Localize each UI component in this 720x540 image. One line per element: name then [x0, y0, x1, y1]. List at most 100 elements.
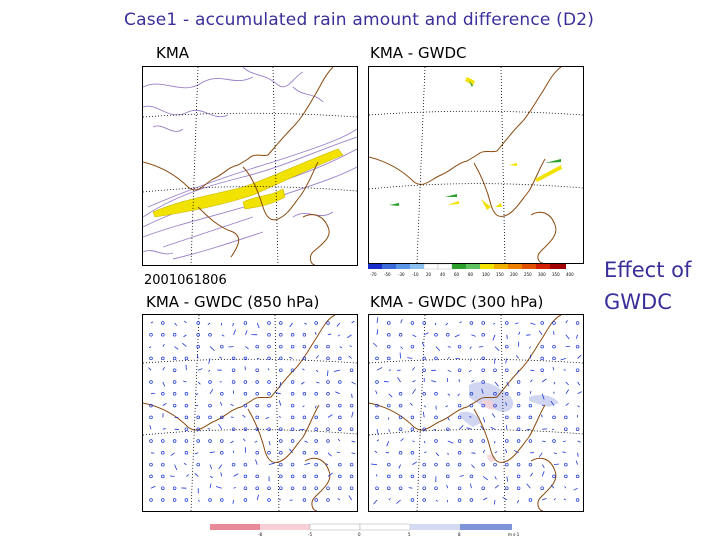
wind-calm-mark	[314, 462, 318, 467]
wind-vector	[255, 459, 258, 465]
wind-vector	[209, 388, 214, 395]
wind-calm-mark	[338, 403, 342, 408]
wind-calm-mark	[528, 439, 533, 443]
wind-calm-mark	[220, 344, 224, 349]
wind-vector	[207, 322, 211, 325]
wind-calm-mark	[540, 486, 544, 490]
wind-calm-mark	[493, 392, 497, 396]
wind-vector	[422, 411, 425, 418]
wind-calm-mark	[528, 498, 533, 502]
wind-calm-mark	[375, 356, 379, 361]
map-kma-gwdc-diff	[368, 66, 584, 264]
wind-vector	[182, 342, 187, 347]
colorbar-tick-label: -50	[384, 272, 391, 277]
colorbar-tick-label: 400	[566, 272, 574, 277]
wind-calm-mark	[161, 474, 165, 479]
wind-calm-mark	[196, 321, 200, 325]
wind-calm-mark	[231, 368, 236, 372]
wind-vector	[150, 321, 154, 324]
wind-calm-mark	[172, 498, 177, 502]
wind-calm-mark	[255, 486, 259, 490]
wind-calm-mark	[575, 498, 580, 502]
wind-calm-mark	[255, 380, 259, 384]
wind-vector	[482, 417, 486, 423]
wind-calm-mark	[469, 403, 474, 408]
wind-vector	[254, 440, 258, 443]
wind-vector	[170, 452, 175, 456]
wind-vectors-850	[148, 320, 356, 504]
wind-calm-mark	[149, 439, 153, 443]
wind-vector	[268, 462, 275, 465]
wind-vector	[506, 476, 509, 482]
wind-vector	[553, 498, 556, 501]
wind-vector	[516, 370, 519, 374]
wind-calm-mark	[184, 427, 189, 431]
wind-calm-mark	[290, 415, 295, 420]
panel-label-850hpa: KMA - GWDC (850 hPa)	[146, 293, 320, 311]
wind-vector	[207, 428, 211, 430]
datestamp: 2001061806	[144, 273, 227, 288]
wind-calm-mark	[279, 356, 283, 361]
wind-calm-mark	[398, 451, 403, 455]
wind-vector	[278, 400, 282, 406]
wind-vector	[374, 450, 378, 454]
wind-vector	[482, 476, 488, 481]
wind-vector	[483, 497, 488, 501]
colorbar-tick-label: -5	[308, 532, 312, 537]
wind-calm-mark	[481, 403, 485, 408]
wind-calm-mark	[422, 427, 426, 431]
wind-vector	[245, 330, 248, 335]
wind-calm-mark	[375, 380, 379, 384]
wind-calm-mark	[255, 451, 259, 455]
wind-vector	[542, 497, 547, 501]
wind-calm-mark	[516, 392, 521, 396]
wind-calm-mark	[552, 321, 556, 325]
wind-vector	[327, 370, 329, 377]
wind-calm-mark	[505, 368, 509, 372]
colorbar-tick-label: 8	[458, 532, 461, 537]
wind-calm-mark	[469, 474, 474, 479]
wind-vector	[209, 464, 213, 470]
wind-calm-mark	[161, 498, 165, 502]
wind-vector	[530, 322, 536, 326]
wind-calm-mark	[267, 451, 271, 455]
wind-vector	[233, 487, 236, 489]
wind-calm-mark	[196, 427, 200, 431]
colorbar-tick-label: 5	[408, 532, 411, 537]
wind-calm-mark	[279, 451, 283, 455]
wind-calm-mark	[267, 427, 271, 431]
wind-vector	[573, 487, 578, 491]
wind-calm-mark	[552, 415, 556, 420]
wind-vector	[233, 473, 239, 477]
wind-vector	[454, 334, 460, 338]
wind-calm-mark	[184, 415, 189, 420]
wind-vector	[505, 358, 508, 364]
wind-vector	[552, 366, 555, 371]
wind-calm-mark	[302, 486, 307, 490]
wind-vector	[565, 320, 568, 324]
wind-calm-mark	[505, 415, 509, 420]
wind-calm-mark	[243, 486, 248, 490]
wind-calm-mark	[290, 344, 295, 349]
wind-vector	[230, 440, 234, 444]
wind-vector	[447, 417, 450, 421]
wind-vector	[471, 334, 476, 337]
wind-calm-mark	[410, 321, 415, 325]
wind-calm-mark	[302, 415, 307, 420]
wind-calm-mark	[149, 380, 153, 384]
wind-vector	[400, 346, 403, 350]
wind-calm-mark	[446, 333, 450, 337]
wind-vector	[339, 346, 343, 349]
wind-calm-mark	[267, 344, 271, 349]
wind-vector	[327, 333, 332, 336]
wind-calm-mark	[161, 462, 165, 467]
wind-vector	[232, 499, 234, 504]
wind-vector	[289, 356, 293, 359]
wind-calm-mark	[172, 392, 177, 396]
wind-calm-mark	[302, 356, 307, 361]
wind-calm-mark	[302, 474, 307, 479]
wind-calm-mark	[387, 474, 391, 479]
wind-calm-mark	[302, 344, 307, 349]
wind-calm-mark	[516, 380, 521, 384]
wind-calm-mark	[575, 321, 580, 325]
